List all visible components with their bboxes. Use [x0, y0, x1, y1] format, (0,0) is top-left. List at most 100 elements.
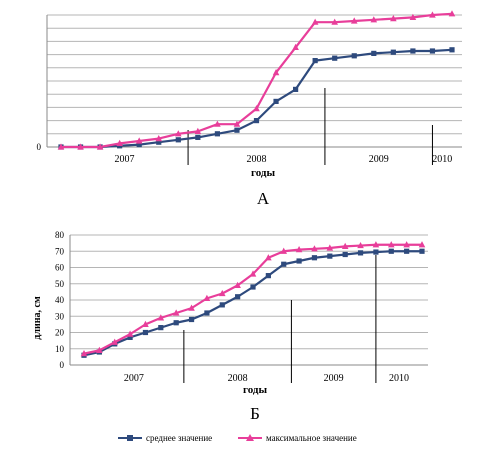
panel-b-mean-point	[404, 248, 410, 254]
panel-b-mean-point	[188, 316, 195, 323]
panel-a-mean-point	[390, 49, 396, 55]
panel-a-mean-point	[175, 137, 181, 143]
panel-a-max-point	[175, 130, 182, 137]
panel-b-mean-point	[296, 258, 302, 264]
panel-a-mean-point	[253, 118, 260, 124]
panel-b-y-tick-label: 30	[55, 311, 65, 321]
panel-b-max-point	[111, 338, 119, 345]
panel-b-mean-point	[281, 261, 287, 267]
panel-a-max-point	[272, 69, 280, 76]
panel-b-max-point	[157, 314, 165, 321]
legend-mean-marker	[127, 435, 133, 441]
panel-a-mean-point	[429, 48, 436, 54]
panel-b-year-label: 2009	[324, 373, 344, 384]
panel-b-max-point	[357, 241, 364, 249]
panel-a-max-point	[77, 143, 84, 150]
panel-b-max-point	[265, 254, 272, 261]
panel-a-max-point	[214, 120, 221, 127]
panel-b-mean-point	[327, 253, 333, 259]
panel-a-max-line	[61, 12, 453, 149]
panel-b-max-point	[341, 242, 349, 249]
panel-b-y-tick-label: 0	[60, 360, 65, 370]
panel-a-max-point	[331, 18, 338, 25]
panel-b-max-point	[295, 246, 303, 253]
panel-a-max-point	[194, 127, 202, 134]
panel-a-mean-point	[273, 98, 279, 104]
panel-b-year-label: 2007	[124, 373, 144, 384]
panel-b-year-labels: 2007 2008 2009 2010	[124, 373, 409, 384]
panel-b-max-point	[188, 304, 195, 311]
panel-a-max-point	[409, 13, 417, 20]
panel-b-mean-point	[357, 250, 364, 256]
panel-a-series-max	[57, 10, 456, 150]
panel-b-y-axis-title: длина, см	[32, 296, 43, 340]
panel-a-mean-point	[156, 139, 162, 145]
panel-a-mean-point	[293, 86, 299, 92]
panel-a-chart: 0 2007 2008 2009 2010 годы А	[37, 10, 462, 208]
panel-b-mean-point	[235, 294, 241, 300]
panel-a-max-point	[311, 18, 319, 25]
legend: среднее значение максимальное значение	[118, 433, 357, 443]
panel-b-y-tick-label: 50	[55, 279, 65, 289]
panel-b-max-point	[126, 330, 134, 337]
panel-b-y-tick-label: 80	[55, 230, 65, 240]
panel-b-mean-point	[204, 310, 210, 316]
panel-a-max-point	[57, 143, 65, 150]
panel-b-mean-point	[158, 325, 164, 331]
panel-a-mean-point	[214, 131, 220, 137]
panel-b-mean-point	[265, 273, 271, 279]
panel-a-mean-point	[449, 47, 455, 53]
panel-b-max-point	[249, 270, 257, 277]
panel-a-year-label: 2008	[247, 154, 267, 165]
panel-a-max-point	[155, 135, 163, 142]
panel-a-mean-point	[312, 58, 318, 64]
panel-a-max-point	[429, 11, 436, 18]
panel-a-max-point	[448, 10, 456, 17]
panel-b-mean-point	[250, 284, 256, 290]
panel-b-max-point	[311, 245, 318, 252]
panel-b-max-point	[234, 281, 241, 288]
panel-a-axes: 0	[37, 15, 462, 165]
panel-b-max-point	[280, 247, 288, 254]
panel-a-mean-point	[195, 134, 201, 140]
panel-a-mean-point	[351, 53, 357, 59]
panel-b-max-point	[403, 241, 410, 248]
panel-b-axes: 0 10 20 30 40 50 60 70 80	[55, 230, 428, 383]
panel-b-mean-point	[219, 302, 225, 308]
legend-max-label: максимальное значение	[266, 433, 357, 443]
panel-b-y-tick-label: 10	[55, 344, 65, 354]
panel-b-max-point	[96, 346, 103, 353]
panel-a-max-point	[253, 105, 260, 112]
legend-mean-label: среднее значение	[146, 433, 212, 443]
panel-b-mean-line	[83, 250, 422, 357]
panel-b-max-point	[172, 309, 180, 316]
panel-b-series-mean	[81, 248, 425, 358]
panel-b-year-label: 2008	[228, 373, 248, 384]
panel-a-gridlines	[47, 14, 462, 148]
panel-a-max-point	[370, 16, 378, 23]
panel-b-max-line	[83, 243, 422, 355]
panel-a-max-point	[233, 120, 241, 127]
panel-b-max-point	[418, 241, 426, 248]
panel-b-mean-point	[127, 334, 133, 340]
legend-max-marker	[246, 434, 254, 441]
panel-b-max-point	[80, 350, 88, 357]
panel-a-mean-line	[61, 48, 453, 149]
panel-a-max-point	[390, 15, 397, 22]
panel-a-year-label: 2007	[115, 154, 135, 165]
panel-a-max-point	[292, 43, 299, 50]
panel-b-mean-point	[342, 251, 348, 258]
panel-b-mean-point	[419, 248, 425, 254]
panel-b-mean-point	[311, 255, 318, 261]
panel-b-max-point	[218, 289, 226, 297]
panel-a-year-labels: 2007 2008 2009 2010	[115, 154, 453, 165]
panel-a-max-point	[116, 139, 123, 146]
panel-a-mean-point	[410, 48, 416, 54]
panel-b-max-point	[387, 241, 395, 248]
panel-a-year-label: 2010	[432, 154, 452, 165]
panel-b-mean-point	[388, 248, 394, 254]
panel-b-max-point	[142, 320, 149, 327]
panel-b-mean-point	[142, 329, 149, 336]
panel-b-label: Б	[250, 404, 260, 423]
